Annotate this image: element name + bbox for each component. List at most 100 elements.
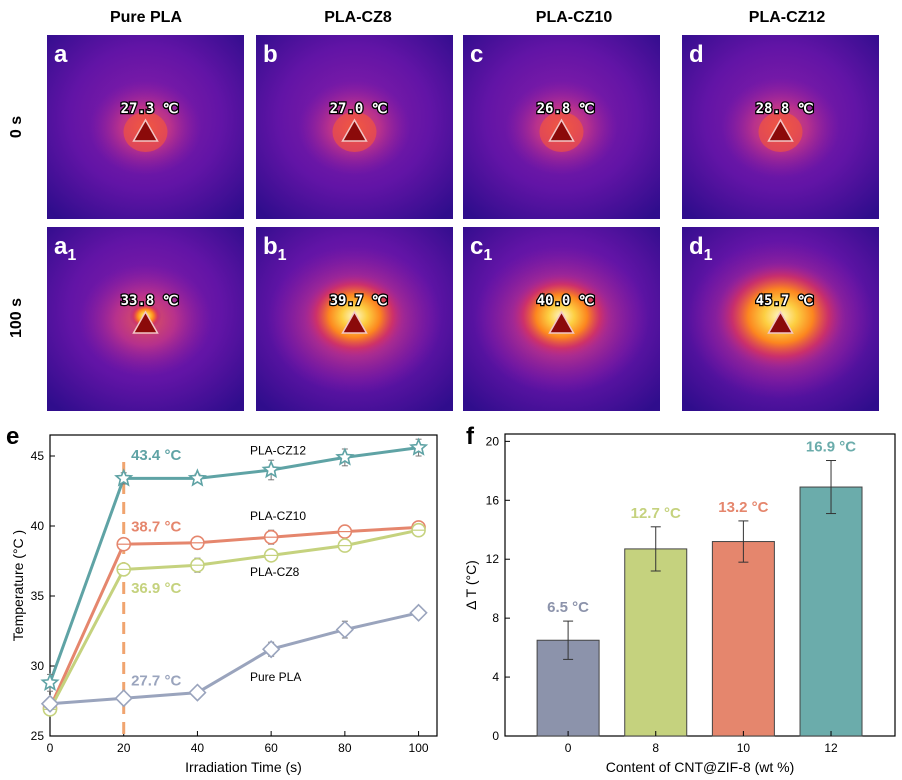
bar-value-label: 12.7 °C bbox=[631, 505, 681, 522]
value-annotation: 27.7 °C bbox=[131, 673, 181, 690]
x-tick-label: 100 bbox=[409, 741, 429, 755]
x-tick-label: 0 bbox=[47, 741, 54, 755]
data-point-star bbox=[335, 447, 355, 466]
thermal-panel: 28.8 ℃ d bbox=[682, 35, 879, 219]
bar-value-label: 13.2 °C bbox=[718, 499, 768, 516]
row-label: 0 s bbox=[8, 116, 25, 138]
series-pla-cz8 bbox=[42, 522, 426, 717]
measurement-marker-icon bbox=[132, 310, 159, 334]
series-line bbox=[49, 611, 419, 706]
data-point-diamond bbox=[335, 620, 354, 639]
y-axis-title: Temperature (°C ) bbox=[10, 530, 26, 641]
panel-letter-f: f bbox=[466, 423, 475, 450]
series-pla-cz12 bbox=[40, 437, 429, 692]
series-pla-cz10 bbox=[42, 520, 426, 716]
panel-letter-subscript: 1 bbox=[483, 247, 492, 264]
y-tick-label: 35 bbox=[31, 589, 45, 603]
x-tick-label: 20 bbox=[117, 741, 131, 755]
panel-letter-subscript: 1 bbox=[67, 247, 76, 264]
thermal-panel: 33.8 ℃a1 bbox=[47, 227, 244, 411]
bar-value-label: 6.5 °C bbox=[547, 599, 589, 616]
panel-letter: c bbox=[470, 41, 483, 68]
panel-letter: b bbox=[263, 41, 278, 68]
y-tick-label: 20 bbox=[486, 434, 500, 448]
series-line bbox=[48, 446, 419, 684]
measurement-marker-icon bbox=[548, 118, 575, 142]
thermal-panel: 27.0 ℃ b bbox=[256, 35, 453, 219]
temperature-readout: 28.8 ℃ bbox=[756, 101, 814, 117]
bar-value-label: 16.9 °C bbox=[806, 439, 856, 456]
panel-letter-subscript: 1 bbox=[278, 247, 287, 264]
chart-e-temperature-vs-time: e 0 20 40 60 80 100 25 30 35 40 45 Irradiation Time … bbox=[6, 423, 438, 775]
x-tick-label: 8 bbox=[652, 741, 659, 755]
value-annotation: 38.7 °C bbox=[131, 519, 181, 536]
measurement-marker-icon bbox=[767, 118, 794, 142]
x-tick-label: 10 bbox=[737, 741, 751, 755]
data-point-star bbox=[409, 437, 429, 456]
temperature-readout: 27.0 ℃ bbox=[330, 101, 388, 117]
x-tick-label: 40 bbox=[191, 741, 205, 755]
thermal-panel: 40.0 ℃c1 bbox=[463, 227, 660, 411]
temperature-readout: 39.7 ℃ bbox=[330, 293, 388, 309]
measurement-marker-icon bbox=[341, 310, 368, 334]
panel-letter-e: e bbox=[6, 423, 19, 450]
y-tick-label: 45 bbox=[31, 449, 45, 463]
data-point-diamond bbox=[40, 694, 60, 713]
temperature-readout: 27.3 ℃ bbox=[121, 101, 179, 117]
temperature-readout: 33.8 ℃ bbox=[121, 293, 179, 309]
series-line bbox=[48, 525, 419, 709]
thermal-image-grid: Pure PLA PLA-CZ8 PLA-CZ10 PLA-CZ12 0 s 1… bbox=[8, 9, 879, 411]
x-axis-title: Content of CNT@ZIF-8 (wt %) bbox=[606, 759, 794, 775]
x-axis-title: Irradiation Time (s) bbox=[185, 759, 302, 775]
y-tick-label: 0 bbox=[492, 729, 499, 743]
temperature-readout: 45.7 ℃ bbox=[756, 293, 814, 309]
plot-frame bbox=[504, 433, 896, 737]
series-name-label: PLA-CZ12 bbox=[250, 443, 306, 457]
column-header: PLA-CZ10 bbox=[536, 9, 613, 26]
series-name-label: PLA-CZ8 bbox=[250, 565, 300, 579]
data-point-star bbox=[114, 468, 134, 487]
data-point-diamond bbox=[262, 640, 281, 659]
measurement-marker-icon bbox=[132, 118, 159, 142]
temperature-readout: 40.0 ℃ bbox=[537, 293, 595, 309]
column-header: PLA-CZ12 bbox=[749, 9, 826, 26]
thermal-panel: 45.7 ℃d1 bbox=[682, 227, 879, 411]
data-point-diamond bbox=[188, 683, 207, 702]
bar bbox=[799, 486, 863, 737]
data-point-diamond bbox=[409, 603, 428, 622]
y-tick-label: 16 bbox=[486, 493, 500, 507]
row-label: 100 s bbox=[8, 298, 25, 338]
panel-letter: d bbox=[689, 41, 704, 68]
thermal-panel: 26.8 ℃ c bbox=[463, 35, 660, 219]
column-header: PLA-CZ8 bbox=[324, 9, 392, 26]
column-header: Pure PLA bbox=[110, 9, 182, 26]
measurement-marker-icon bbox=[548, 310, 575, 334]
series-line bbox=[48, 528, 419, 711]
y-tick-label: 30 bbox=[31, 659, 45, 673]
thermal-panel: 27.3 ℃ a bbox=[47, 35, 244, 219]
x-tick-label: 0 bbox=[565, 741, 572, 755]
value-annotation: 43.4 °C bbox=[131, 447, 181, 464]
y-tick-label: 40 bbox=[31, 519, 45, 533]
chart-f-delta-t-bars: f 0 4 8 12 16 20 Content of CNT@ZIF-8 (wt %) Δ T… bbox=[463, 423, 896, 775]
data-point-diamond bbox=[114, 689, 133, 708]
data-point-star bbox=[40, 672, 60, 692]
measurement-marker-icon bbox=[341, 118, 368, 142]
plot-frame bbox=[49, 434, 438, 737]
bar bbox=[711, 541, 775, 737]
value-annotation: 36.9 °C bbox=[131, 580, 181, 597]
y-tick-label: 4 bbox=[492, 670, 499, 684]
panel-letter: a bbox=[54, 41, 68, 68]
panel-letter-subscript: 1 bbox=[704, 247, 713, 264]
x-tick-label: 60 bbox=[264, 741, 278, 755]
y-tick-label: 12 bbox=[486, 552, 500, 566]
temperature-readout: 26.8 ℃ bbox=[537, 101, 595, 117]
thermal-panel: 39.7 ℃b1 bbox=[256, 227, 453, 411]
bar bbox=[624, 548, 688, 737]
data-point-star bbox=[261, 459, 281, 479]
y-tick-label: 8 bbox=[492, 611, 499, 625]
data-point-star bbox=[187, 468, 207, 487]
y-tick-label: 25 bbox=[31, 729, 45, 743]
series-name-label: Pure PLA bbox=[250, 670, 301, 684]
